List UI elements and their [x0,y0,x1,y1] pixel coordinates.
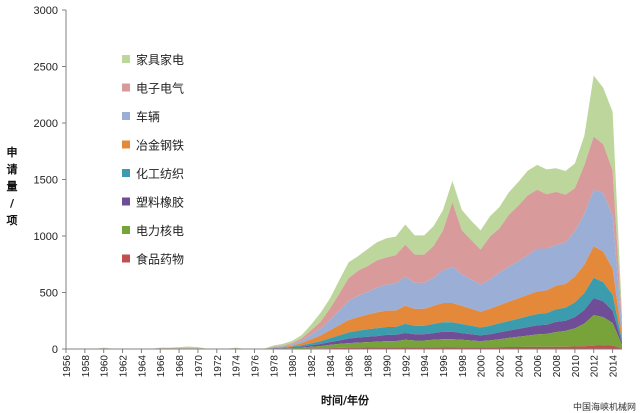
legend-swatch [122,83,130,92]
area-series-车辆 [66,189,622,349]
legend-swatch [122,140,130,149]
x-ticks-layer: 1956 1958 1960 1962 1964 1966 1968 1970 1972 1974… [62,349,620,377]
legend-label: 化工纺织 [136,167,184,181]
y-tick-label: 2500 [34,62,58,74]
y-tick-label: 2000 [34,118,58,130]
area-series-家具家电 [66,75,622,349]
x-tick-label: 1980 [288,355,299,378]
x-tick-label: 2014 [609,355,620,378]
x-tick-label: 1958 [81,355,92,378]
y-axis-title-char: 项 [7,214,18,227]
legend-label: 食品药物 [136,252,184,267]
x-tick-label: 2008 [552,355,563,378]
x-tick-label: 1988 [364,355,375,378]
legend-label: 电子电气 [136,81,184,96]
legend-swatch [122,254,130,263]
x-tick-label: 2006 [533,355,544,378]
legend-swatch [122,226,130,234]
x-tick-label: 2012 [590,355,601,378]
area-series-layer [66,75,622,349]
y-axis-title-char: 量 [7,180,18,193]
x-tick-label: 1962 [119,355,130,378]
x-tick-label: 1984 [326,355,337,378]
x-tick-label: 2002 [495,355,506,378]
y-tick-label: 500 [40,288,58,300]
x-tick-label: 2004 [514,355,525,378]
area-series-塑料橡胶 [66,298,622,349]
x-tick-label: 1996 [439,355,450,378]
x-tick-label: 1978 [269,355,280,378]
legend-swatch [122,169,130,177]
x-tick-label: 1968 [175,355,186,378]
y-ticks-layer: 0 500 1000 1500 2000 2500 3000 [34,5,66,356]
legend-swatch [122,112,130,120]
x-tick-label: 1992 [401,355,412,378]
legend-label: 家具家电 [136,52,184,67]
legend-label: 冶金钢铁 [136,138,184,153]
legend-label: 电力核电 [136,224,184,238]
y-axis-title-char: / [10,197,15,210]
x-tick-label: 1960 [100,355,111,378]
y-tick-label: 1500 [34,175,58,187]
x-tick-label: 1994 [420,355,431,378]
y-tick-label: 1000 [34,231,58,243]
legend-label: 车辆 [136,109,160,124]
x-tick-label: 2010 [571,355,582,378]
y-axis-title-char: 申 [7,145,18,159]
legend-swatch [122,197,130,206]
x-tick-label: 1964 [137,355,148,378]
y-axis-title-char: 请 [7,162,18,176]
x-tick-label: 1986 [345,355,356,378]
area-series-电子电气 [66,136,622,349]
watermark-text: 中国海峡机械网 [573,401,636,413]
x-tick-label: 1970 [194,355,205,378]
x-tick-label: 1998 [458,355,469,378]
x-tick-label: 2000 [477,355,488,378]
x-tick-label: 1982 [307,355,318,378]
legend-label: 塑料橡胶 [136,195,184,210]
x-tick-label: 1966 [156,355,167,378]
x-tick-label: 1990 [382,355,393,378]
x-axis-title: 时间/年份 [321,393,370,407]
y-tick-label: 3000 [34,5,58,17]
x-tick-label: 1972 [213,355,224,378]
x-tick-label: 1976 [250,355,261,378]
area-series-食品药物 [66,345,622,349]
legend-swatch [122,55,130,63]
area-series-冶金钢铁 [66,246,622,349]
area-series-电力核电 [66,315,622,349]
area-series-化工纺织 [66,277,622,349]
y-axis-title: 申请量 / 项 [7,145,18,227]
x-tick-label: 1974 [232,355,243,378]
x-tick-label: 1956 [62,355,73,378]
y-tick-label: 0 [52,344,58,356]
